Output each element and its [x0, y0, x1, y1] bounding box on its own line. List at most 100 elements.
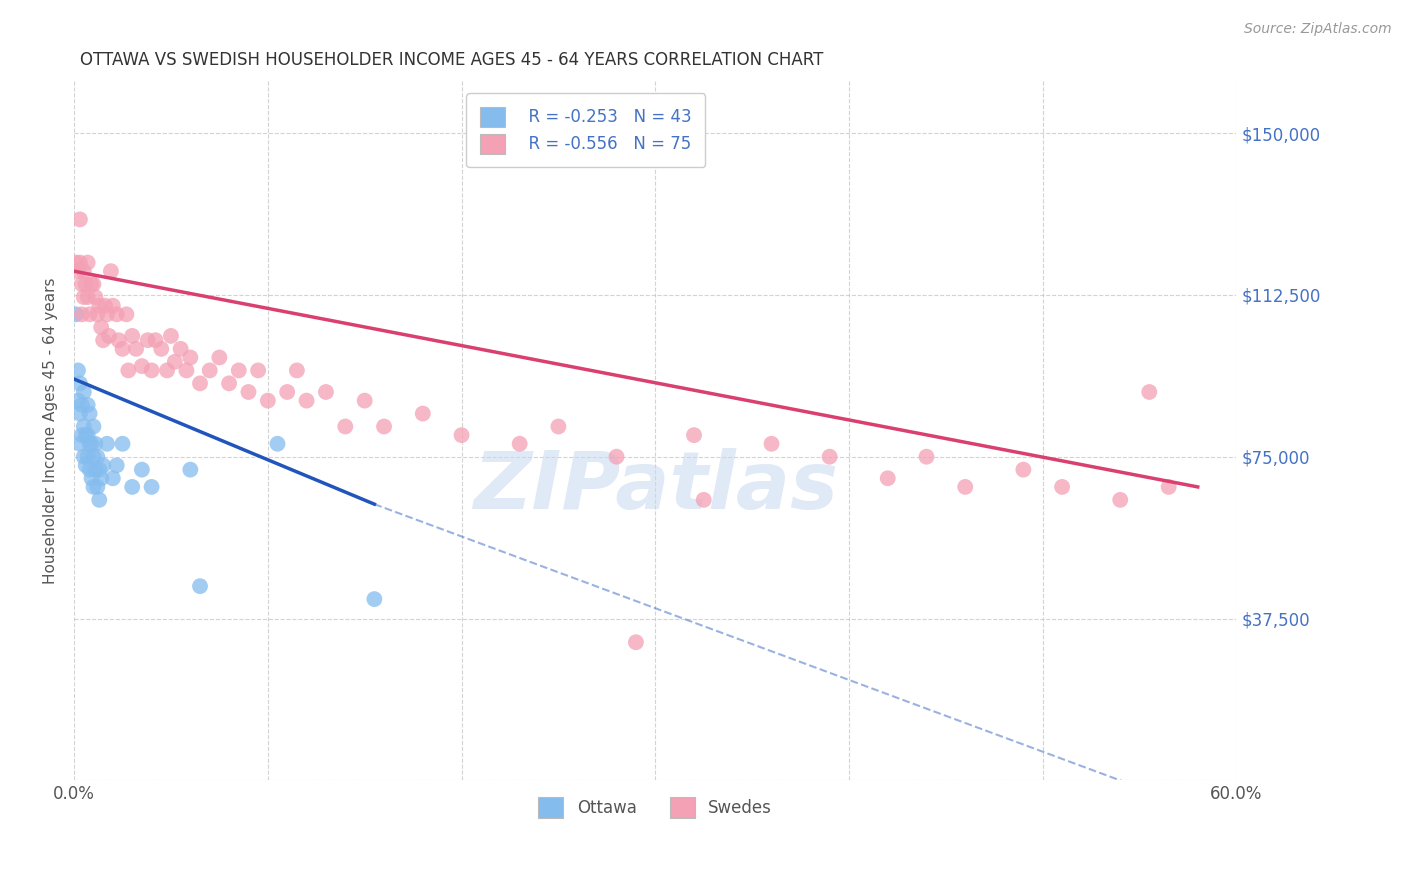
Point [136, 333, 159, 347]
Point [97, 329, 120, 343]
Point [105, 458, 128, 473]
Point [188, 579, 211, 593]
Point [160, 329, 183, 343]
Point [84, 290, 107, 304]
Point [69, 436, 91, 450]
Point [75, 428, 97, 442]
Point [82, 450, 104, 464]
Point [1109, 492, 1132, 507]
Point [163, 355, 186, 369]
Point [141, 480, 163, 494]
Point [1050, 480, 1073, 494]
Point [179, 463, 201, 477]
Point [818, 450, 841, 464]
Point [238, 384, 260, 399]
Point [76, 290, 98, 304]
Point [84, 463, 107, 477]
Point [76, 450, 98, 464]
Point [73, 384, 96, 399]
Point [761, 436, 783, 450]
Point [70, 398, 93, 412]
Point [353, 393, 375, 408]
Point [150, 342, 173, 356]
Point [131, 359, 153, 373]
Point [79, 436, 101, 450]
Point [73, 450, 96, 464]
Point [80, 277, 103, 292]
Point [91, 458, 114, 473]
Point [89, 492, 111, 507]
Point [82, 419, 104, 434]
Point [79, 307, 101, 321]
Point [1157, 480, 1180, 494]
Point [69, 376, 91, 391]
Legend: Ottawa, Swedes: Ottawa, Swedes [531, 790, 779, 824]
Point [285, 363, 308, 377]
Text: Source: ZipAtlas.com: Source: ZipAtlas.com [1244, 22, 1392, 37]
Y-axis label: Householder Income Ages 45 - 64 years: Householder Income Ages 45 - 64 years [44, 277, 58, 584]
Point [80, 436, 103, 450]
Point [141, 363, 163, 377]
Point [208, 351, 231, 365]
Point [169, 342, 191, 356]
Point [111, 436, 134, 450]
Point [73, 419, 96, 434]
Point [82, 277, 104, 292]
Point [69, 212, 91, 227]
Point [69, 255, 91, 269]
Point [107, 333, 129, 347]
Point [100, 264, 122, 278]
Point [693, 492, 716, 507]
Point [509, 436, 531, 450]
Point [188, 376, 211, 391]
Point [315, 384, 337, 399]
Point [876, 471, 898, 485]
Point [82, 480, 104, 494]
Point [76, 398, 98, 412]
Point [450, 428, 472, 442]
Point [131, 463, 153, 477]
Point [412, 407, 434, 421]
Point [266, 436, 288, 450]
Point [73, 264, 96, 278]
Point [955, 480, 977, 494]
Point [90, 471, 112, 485]
Point [176, 363, 198, 377]
Point [76, 428, 98, 442]
Point [115, 307, 138, 321]
Point [86, 480, 108, 494]
Point [70, 307, 93, 321]
Point [69, 407, 91, 421]
Point [121, 329, 143, 343]
Point [96, 307, 118, 321]
Point [101, 299, 124, 313]
Point [65, 255, 87, 269]
Point [121, 480, 143, 494]
Point [66, 393, 89, 408]
Point [101, 471, 124, 485]
Point [125, 342, 148, 356]
Point [75, 277, 97, 292]
Point [117, 363, 139, 377]
Point [76, 255, 98, 269]
Point [73, 290, 96, 304]
Point [79, 407, 101, 421]
Point [218, 376, 240, 391]
Point [91, 333, 114, 347]
Point [373, 419, 395, 434]
Point [86, 450, 108, 464]
Point [105, 307, 128, 321]
Point [256, 393, 278, 408]
Point [75, 458, 97, 473]
Point [145, 333, 167, 347]
Point [90, 320, 112, 334]
Point [247, 363, 270, 377]
Point [96, 436, 118, 450]
Point [624, 635, 647, 649]
Point [66, 264, 89, 278]
Point [111, 342, 134, 356]
Point [179, 351, 201, 365]
Point [228, 363, 250, 377]
Point [86, 307, 108, 321]
Point [84, 436, 107, 450]
